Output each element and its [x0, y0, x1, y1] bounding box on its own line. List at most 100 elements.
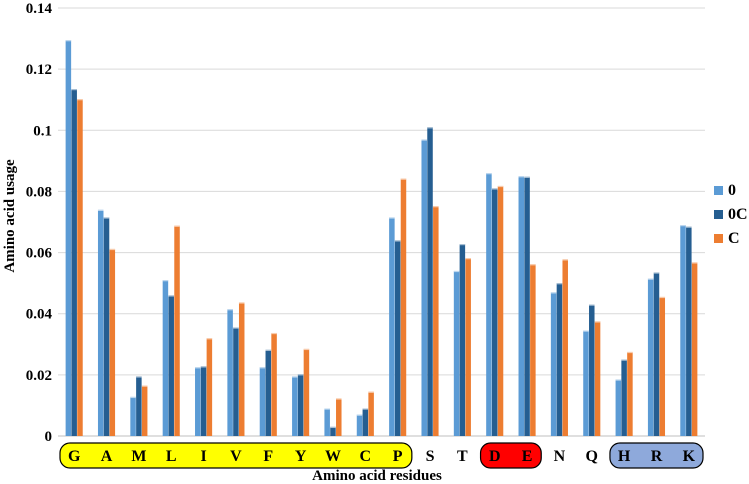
- bar-top-highlight: [136, 376, 142, 378]
- bar-top-highlight: [627, 351, 633, 354]
- category-group-box: [479, 442, 542, 469]
- bar-E-C: [530, 264, 536, 436]
- x-category-label: V: [230, 448, 242, 465]
- bar-F-0C: [265, 349, 272, 436]
- bar-top-highlight: [615, 379, 622, 381]
- bar-A-0C: [103, 217, 110, 436]
- y-tick-label: 0.02: [26, 368, 52, 384]
- y-tick-label: 0.08: [26, 184, 52, 200]
- y-axis-title: Amino acid usage: [2, 159, 18, 273]
- bar-L-0C: [168, 295, 174, 436]
- bar-top-highlight: [297, 374, 304, 376]
- bar-top-highlight: [562, 259, 568, 261]
- bar-top-highlight: [195, 367, 201, 369]
- legend-swatch: [714, 186, 723, 195]
- legend-label: 0: [728, 182, 736, 199]
- bar-top-highlight: [259, 367, 266, 369]
- bar-H-0C: [621, 359, 627, 436]
- y-tick-label: 0: [45, 429, 53, 445]
- bar-top-highlight: [109, 248, 116, 251]
- category-group-highlights: [59, 442, 704, 469]
- gridlines: [58, 7, 705, 437]
- bar-top-highlight: [271, 332, 277, 335]
- bar-S-C: [433, 206, 439, 436]
- bar-G-0C: [71, 89, 77, 436]
- bar-top-highlight: [497, 185, 504, 188]
- bar-A-0: [97, 209, 104, 436]
- bar-S-0: [421, 139, 427, 436]
- legend-swatch: [714, 234, 723, 243]
- x-category-label: L: [166, 448, 177, 465]
- bar-top-highlight: [368, 391, 374, 393]
- bar-top-highlight: [530, 264, 536, 266]
- bar-R-0C: [653, 272, 660, 436]
- y-tick-label: 0.1: [33, 123, 52, 139]
- x-category-label: W: [325, 448, 341, 465]
- bar-T-0C: [459, 244, 466, 436]
- bar-Q-0: [583, 330, 589, 436]
- x-category-label: G: [68, 448, 81, 465]
- bar-top-highlight: [336, 398, 342, 400]
- bar-top-highlight: [680, 225, 686, 227]
- bar-K-0: [680, 225, 686, 436]
- bar-top-highlight: [491, 188, 498, 190]
- x-category-label: Y: [295, 448, 307, 465]
- bars: [65, 40, 698, 437]
- bar-top-highlight: [518, 176, 525, 178]
- bar-K-0C: [686, 226, 692, 436]
- bar-L-C: [174, 225, 180, 436]
- bar-top-highlight: [659, 296, 666, 299]
- x-category-label: T: [457, 448, 468, 465]
- bar-Q-C: [594, 321, 601, 436]
- x-axis-title: Amino acid residues: [312, 468, 442, 484]
- bar-R-0: [647, 278, 654, 436]
- bar-I-0C: [200, 366, 207, 436]
- bar-H-C: [627, 351, 633, 436]
- bar-top-highlight: [594, 321, 601, 323]
- bar-F-0: [259, 367, 266, 436]
- bar-top-highlight: [227, 309, 233, 311]
- bar-D-0: [486, 173, 492, 437]
- y-tick-label: 0.04: [26, 307, 53, 323]
- category-group-box: [609, 442, 704, 469]
- bar-W-C: [336, 398, 342, 436]
- bar-N-0C: [556, 283, 563, 436]
- y-tick-label: 0.12: [26, 62, 52, 78]
- bar-Q-0C: [589, 304, 595, 436]
- bar-top-highlight: [524, 176, 530, 178]
- bar-N-0: [550, 292, 557, 436]
- bar-T-0: [453, 270, 460, 436]
- bar-C-0: [356, 414, 363, 436]
- bar-S-0C: [427, 127, 433, 436]
- category-group-box: [59, 442, 413, 469]
- bar-top-highlight: [427, 127, 433, 129]
- bar-top-highlight: [465, 258, 471, 260]
- bar-top-highlight: [394, 240, 401, 242]
- bar-T-C: [465, 258, 471, 436]
- bar-top-highlight: [421, 139, 427, 141]
- bar-D-0C: [491, 188, 498, 436]
- legend-swatch: [714, 210, 723, 219]
- bar-top-highlight: [686, 226, 692, 228]
- bar-top-highlight: [433, 206, 439, 208]
- bar-Y-C: [303, 348, 310, 436]
- bar-W-0C: [330, 426, 336, 436]
- bar-E-0C: [524, 176, 530, 437]
- bar-V-0: [227, 309, 233, 436]
- x-category-label: S: [426, 448, 435, 465]
- bar-top-highlight: [647, 278, 654, 280]
- x-category-label: E: [522, 448, 533, 465]
- bar-top-highlight: [265, 349, 272, 351]
- bar-M-C: [141, 385, 148, 436]
- bar-top-highlight: [233, 327, 239, 329]
- bar-A-C: [109, 248, 116, 436]
- bar-top-highlight: [486, 173, 492, 175]
- bar-top-highlight: [238, 302, 245, 304]
- bar-F-C: [271, 332, 277, 436]
- x-category-label: P: [393, 448, 403, 465]
- legend: 0 0C C: [714, 182, 748, 247]
- bar-V-0C: [233, 327, 239, 436]
- bar-I-C: [206, 338, 213, 436]
